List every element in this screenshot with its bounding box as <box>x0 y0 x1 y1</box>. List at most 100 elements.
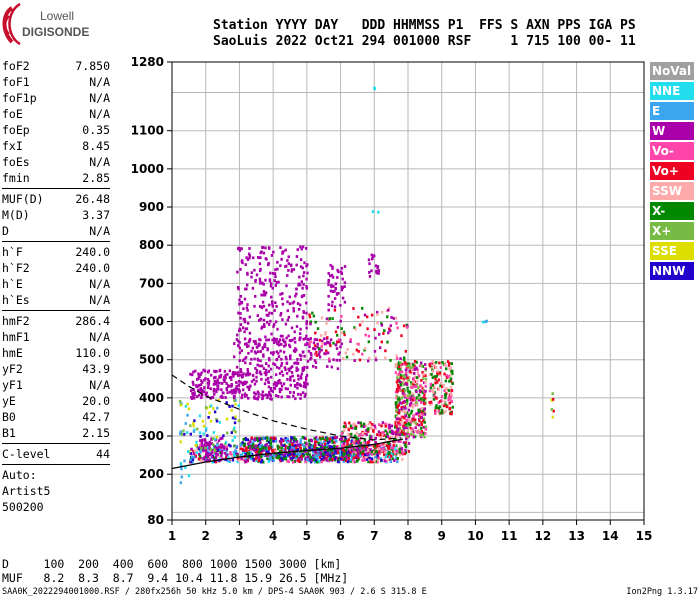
echo-point <box>370 426 373 430</box>
echo-point <box>241 441 244 444</box>
echo-point <box>255 379 258 383</box>
echo-point <box>239 447 242 451</box>
echo-point <box>234 417 237 420</box>
echo-point <box>255 371 258 375</box>
echo-point <box>205 448 208 452</box>
echo-point <box>429 386 433 390</box>
echo-point <box>367 452 370 456</box>
param-row-ye: yE 20.0 <box>2 393 110 409</box>
echo-point <box>309 456 312 459</box>
echo-point <box>325 458 328 462</box>
echo-point <box>297 307 301 311</box>
echo-point <box>393 459 396 462</box>
header-line2: SaoLuis 2022 Oct21 294 001000 RSF 1 715 … <box>213 34 636 49</box>
echo-point <box>361 352 364 356</box>
echo-point <box>199 458 202 462</box>
echo-point <box>440 395 444 398</box>
echo-point <box>215 419 219 423</box>
echo-point <box>384 455 387 459</box>
echo-point <box>253 395 256 399</box>
param-value: 7.850 <box>75 59 110 73</box>
echo-point <box>215 382 218 386</box>
echo-point <box>292 448 295 452</box>
echo-point <box>187 450 190 453</box>
echo-point <box>280 437 283 441</box>
echo-point <box>357 440 360 444</box>
echo-point <box>451 372 454 376</box>
param-row-foe: foE N/A <box>2 106 110 122</box>
echo-point <box>243 395 247 398</box>
echo-point <box>231 389 235 393</box>
echo-point <box>404 426 408 429</box>
echo-point <box>213 376 216 380</box>
echo-point <box>382 447 385 451</box>
echo-point <box>241 393 244 397</box>
echo-point <box>225 458 228 462</box>
echo-point <box>440 399 443 402</box>
echo-point <box>337 270 340 274</box>
echo-point <box>280 456 283 460</box>
echo-point <box>377 442 380 446</box>
echo-point <box>308 446 311 450</box>
echo-point <box>261 281 264 285</box>
echo-point <box>264 393 268 397</box>
echo-point <box>358 323 362 327</box>
echo-point <box>228 390 232 394</box>
param-row-yf2: yF2 43.9 <box>2 361 110 377</box>
echo-point <box>213 410 217 414</box>
echo-point <box>403 375 407 379</box>
echo-point <box>260 306 264 310</box>
echo-point <box>375 269 378 273</box>
echo-point <box>299 327 302 331</box>
echo-point <box>348 421 351 425</box>
echo-point <box>280 362 284 365</box>
echo-point <box>347 428 350 432</box>
echo-point <box>326 443 329 447</box>
echo-point <box>246 455 250 459</box>
param-value: N/A <box>89 224 110 238</box>
echo-point <box>397 361 401 365</box>
echo-point <box>237 387 240 391</box>
echo-point <box>299 245 302 249</box>
echo-point <box>357 421 360 425</box>
echo-point <box>235 338 239 341</box>
echo-point <box>238 298 241 302</box>
echo-point <box>246 303 249 306</box>
echo-point <box>344 436 347 439</box>
echo-point <box>258 371 261 375</box>
echo-point <box>179 430 182 434</box>
echo-point <box>265 436 269 439</box>
echo-point <box>385 444 388 447</box>
echo-point <box>422 417 426 420</box>
param-label: B1 <box>2 426 16 440</box>
echo-point <box>259 350 262 353</box>
echo-point <box>269 441 273 445</box>
echo-point <box>370 435 373 439</box>
echo-point <box>388 329 391 333</box>
echo-point <box>286 446 290 450</box>
echo-point <box>201 458 204 462</box>
echo-point <box>394 316 398 320</box>
echo-point <box>303 261 306 265</box>
echo-point <box>301 443 305 447</box>
echo-point <box>238 249 242 252</box>
echo-point <box>286 378 289 381</box>
echo-point <box>301 266 304 270</box>
echo-point <box>219 375 222 379</box>
echo-point <box>281 251 284 255</box>
echo-point <box>330 273 334 277</box>
echo-point <box>394 402 398 406</box>
echo-point <box>310 438 313 442</box>
echo-point <box>285 284 288 288</box>
echo-point <box>255 346 259 349</box>
echo-point <box>402 409 405 413</box>
echo-point <box>349 443 353 446</box>
param-row-mufd: MUF(D) 26.48 <box>2 191 110 207</box>
echo-point <box>253 391 256 395</box>
echo-point <box>272 439 275 443</box>
echo-point <box>289 452 292 456</box>
echo-point <box>275 339 278 343</box>
echo-point <box>299 393 302 397</box>
echo-point <box>183 459 186 463</box>
echo-point <box>409 426 412 430</box>
